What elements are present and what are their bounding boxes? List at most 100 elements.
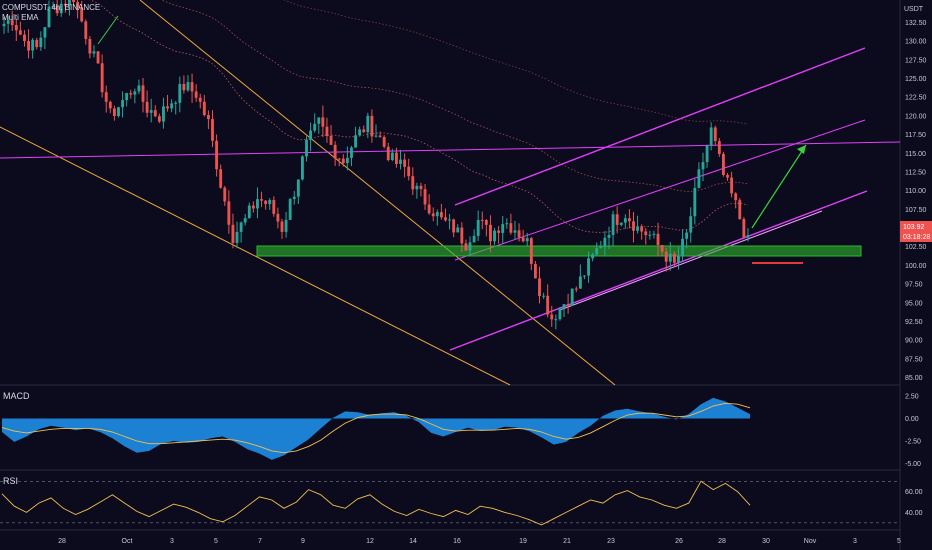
candle-up	[133, 91, 137, 95]
macd-signal-line	[1, 402, 751, 454]
price-axis-tick-label: 97.50	[905, 282, 923, 289]
candle-down	[460, 227, 464, 244]
rsi-pane[interactable]	[0, 480, 900, 526]
candle-down	[566, 304, 570, 306]
channel-lower[interactable]	[449, 190, 868, 351]
candle-down	[329, 135, 333, 145]
candle-up	[92, 51, 96, 54]
candle-up	[309, 130, 313, 140]
candle-down	[166, 106, 169, 109]
candle-up	[68, 0, 71, 6]
candle-down	[272, 200, 276, 214]
candle-down	[538, 278, 541, 297]
channel-upper[interactable]	[454, 47, 866, 206]
time-axis-tick-label: 5	[897, 538, 901, 545]
candle-up	[125, 93, 129, 101]
candle-up	[390, 152, 394, 161]
symbol-title: COMPUSDT, 4h, BINANCE	[2, 3, 101, 12]
candle-up	[746, 235, 750, 238]
price-axis-tick-label: 87.50	[905, 356, 923, 363]
candle-down	[80, 7, 84, 22]
macd-pane[interactable]	[1, 397, 751, 460]
candle-up	[542, 295, 546, 297]
ema-line-200	[283, 0, 749, 125]
swing-arrow[interactable]	[97, 15, 119, 45]
candle-down	[223, 187, 227, 202]
candle-up	[121, 100, 125, 108]
candle-down	[640, 226, 644, 232]
macd-label: MACD	[3, 391, 30, 401]
candle-up	[668, 253, 672, 262]
candle-down	[198, 97, 202, 102]
candle-up	[174, 102, 178, 104]
candle-up	[51, 6, 55, 8]
channel-inner-support[interactable]	[559, 210, 823, 311]
candle-down	[517, 230, 521, 238]
price-axis-tick-label: 85.00	[905, 375, 923, 382]
price-axis-tick-label: 90.00	[905, 338, 923, 345]
candle-up	[591, 254, 595, 259]
candle-down	[546, 295, 550, 315]
candle-down	[215, 140, 219, 170]
candle-down	[206, 114, 210, 120]
candle-up	[456, 227, 460, 233]
macd-axis-tick-label: 2.50	[905, 394, 919, 401]
indicator-label: Multi EMA	[2, 13, 39, 22]
time-axis-tick-label: 9	[301, 538, 305, 545]
fan-line-lower[interactable]	[0, 126, 511, 386]
candle-up	[354, 135, 357, 148]
candle-up	[607, 234, 611, 238]
candle-down	[444, 217, 447, 221]
candle-up	[689, 216, 693, 233]
candle-up	[288, 199, 292, 220]
candle-down	[419, 185, 423, 190]
candle-down	[533, 263, 537, 279]
support-zone[interactable]	[256, 245, 862, 257]
candle-up	[709, 127, 713, 146]
candle-down	[141, 85, 145, 102]
price-axis-tick-label: 102.50	[905, 244, 927, 251]
price-axis-tick-label: 100.00	[905, 263, 927, 270]
time-axis-tick-label: 30	[762, 538, 770, 545]
last-price-tag: 103.92 03:18:28	[900, 221, 932, 242]
time-axis-tick-label: 28	[718, 538, 726, 545]
candle-down	[550, 314, 554, 320]
candle-down	[713, 127, 717, 142]
candle-up	[300, 156, 304, 180]
fan-line-upper[interactable]	[139, 0, 616, 386]
price-axis-tick-label: 117.50	[905, 132, 926, 139]
candle-up	[554, 319, 558, 321]
target-arrow[interactable]	[751, 144, 807, 229]
time-axis-tick-label: 14	[409, 538, 417, 545]
time-axis-tick-label: 16	[453, 538, 461, 545]
ema-line-50	[89, 0, 749, 233]
candle-down	[321, 117, 325, 127]
candle-up	[296, 179, 300, 197]
time-axis-tick-label: 3	[853, 538, 857, 545]
price-axis-tick-label: 125.00	[905, 76, 927, 83]
candle-up	[31, 39, 35, 51]
currency-label: USDT	[904, 6, 924, 13]
candle-down	[382, 136, 386, 147]
candle-up	[648, 234, 652, 236]
time-axis[interactable]: 28 Oct 3 5 7 9 12 14 16 19 21 23 26 28 30 Nov 3 5	[58, 538, 901, 545]
candlestick-series[interactable]	[2, 0, 750, 330]
candle-down	[734, 193, 738, 201]
price-tag-box	[900, 221, 932, 242]
candle-up	[415, 185, 419, 190]
candle-down	[129, 93, 133, 95]
candle-down	[403, 159, 407, 167]
drawing-tools[interactable]	[0, 0, 901, 386]
candle-down	[411, 176, 415, 190]
candle-up	[374, 135, 378, 137]
time-axis-tick-label: 5	[214, 538, 218, 545]
candle-down	[632, 221, 635, 231]
candle-up	[623, 218, 627, 223]
time-axis-tick-label: 26	[675, 538, 683, 545]
time-axis-tick-label: 3	[170, 538, 174, 545]
candle-up	[350, 147, 353, 158]
price-axis-tick-label: 110.00	[905, 188, 926, 195]
candle-down	[157, 116, 161, 122]
horizontal-trendline[interactable]	[0, 141, 901, 159]
